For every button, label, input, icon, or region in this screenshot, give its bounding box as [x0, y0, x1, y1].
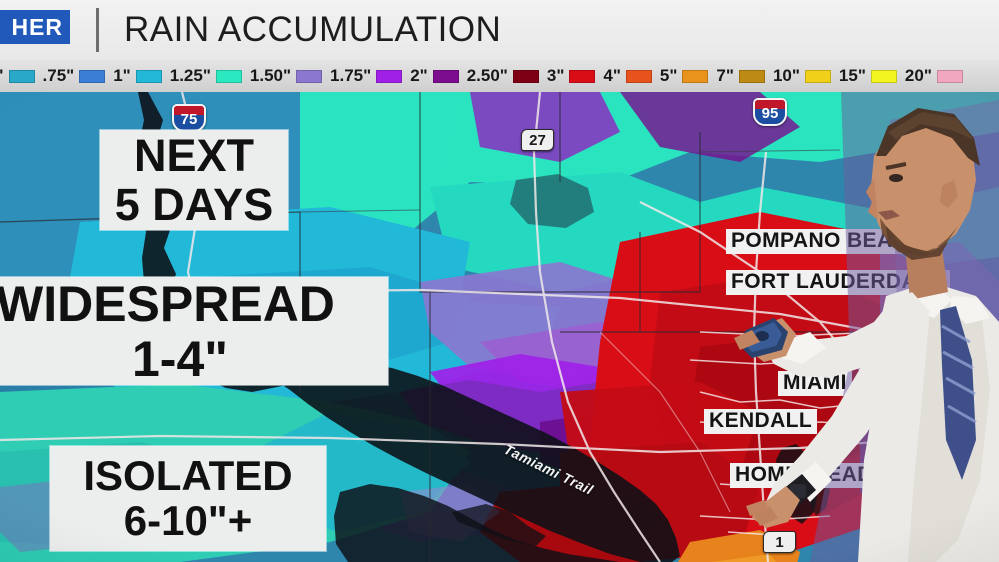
- us-1-shield[interactable]: 1: [763, 531, 796, 553]
- legend-swatch: [296, 69, 323, 83]
- legend-swatch: [569, 69, 596, 83]
- us-1-label: 1: [775, 533, 784, 551]
- legend-item: 3": [539, 66, 596, 86]
- callout-days-line1: NEXT: [133, 130, 254, 181]
- legend-item: 2.50": [459, 66, 539, 86]
- us-27-shield[interactable]: 27: [521, 129, 554, 151]
- callout-isolated-line2: 6-10"+: [123, 497, 253, 544]
- interstate-95-label: 95: [761, 105, 779, 122]
- legend-swatch: [804, 69, 831, 83]
- legend-swatch: [432, 69, 459, 83]
- meteorologist-figure: [734, 60, 999, 562]
- legend-item: 20": [897, 66, 963, 86]
- legend-label: 1.25": [169, 66, 211, 85]
- legend-label: 4": [603, 66, 621, 85]
- legend-label: 5": [659, 66, 678, 85]
- rain-accumulation-legend: 0" .75" 1" 1.25" 1.50" 1.75" 2" 2.50" 3" 4" 5" 7" 10…: [0, 60, 999, 92]
- callout-widespread: WIDESPREAD 1-4": [0, 277, 388, 385]
- header-divider: [96, 8, 99, 52]
- callout-next-5-days: NEXT 5 DAYS: [100, 130, 288, 230]
- city-label-kendall: KENDALL: [704, 409, 818, 434]
- interstate-75-label: 75: [180, 111, 198, 128]
- legend-item: 0": [0, 66, 35, 86]
- legend-item: 15": [831, 66, 897, 86]
- callout-isolated-line1: ISOLATED: [83, 452, 293, 499]
- legend-label: 1.50": [249, 66, 292, 85]
- legend-swatch: [376, 69, 403, 83]
- shield-top-band: [174, 106, 204, 115]
- legend-item: 2": [402, 66, 459, 86]
- us-27-label: 27: [529, 131, 546, 149]
- legend-label: 15": [838, 66, 866, 85]
- legend-item: 7": [708, 66, 765, 86]
- legend-swatch: [682, 69, 709, 83]
- legend-label: 0": [0, 66, 9, 86]
- callout-widespread-line2: 1-4": [132, 330, 228, 387]
- legend-label: 7": [716, 66, 734, 85]
- station-brand-badge: HER: [0, 10, 70, 44]
- legend-label: .75": [42, 66, 75, 85]
- legend-item: 4": [595, 66, 652, 86]
- legend-items: 0" .75" 1" 1.25" 1.50" 1.75" 2" 2.50" 3" 4" 5" 7" 10…: [0, 66, 963, 86]
- legend-label: 3": [546, 66, 565, 85]
- callout-widespread-line1: WIDESPREAD: [0, 275, 335, 332]
- legend-item: 1": [105, 66, 162, 86]
- legend-swatch: [135, 69, 162, 83]
- legend-swatch: [870, 69, 897, 83]
- interstate-95-shield[interactable]: 95: [753, 98, 787, 126]
- legend-label: 1": [113, 66, 131, 85]
- legend-swatch: [215, 69, 242, 83]
- legend-swatch: [512, 69, 539, 83]
- legend-item: 5": [652, 66, 709, 86]
- legend-label: 2.50": [466, 66, 508, 85]
- legend-label: 20": [904, 66, 932, 85]
- legend-item: 1.75": [322, 66, 403, 86]
- legend-label: 2": [410, 66, 428, 85]
- meteorologist: [690, 60, 999, 562]
- callout-isolated: ISOLATED 6-10"+: [50, 446, 326, 551]
- legend-item: .75": [35, 66, 106, 86]
- broadcast-header: HER RAIN ACCUMULATION: [0, 0, 999, 60]
- legend-label: 1.75": [330, 66, 372, 85]
- interstate-75-shield[interactable]: 75: [172, 104, 206, 132]
- callout-days-line2: 5 DAYS: [114, 179, 274, 230]
- legend-item: 1.25": [162, 66, 242, 86]
- legend-label: 10": [772, 66, 800, 85]
- page-title: RAIN ACCUMULATION: [124, 10, 502, 49]
- legend-swatch: [936, 69, 963, 83]
- legend-item: 1.50": [242, 66, 323, 86]
- legend-swatch: [8, 69, 35, 83]
- legend-item: 10": [765, 66, 831, 86]
- legend-swatch: [625, 69, 652, 83]
- shield-top-band: [755, 100, 785, 109]
- legend-swatch: [79, 69, 106, 83]
- legend-swatch: [738, 69, 765, 83]
